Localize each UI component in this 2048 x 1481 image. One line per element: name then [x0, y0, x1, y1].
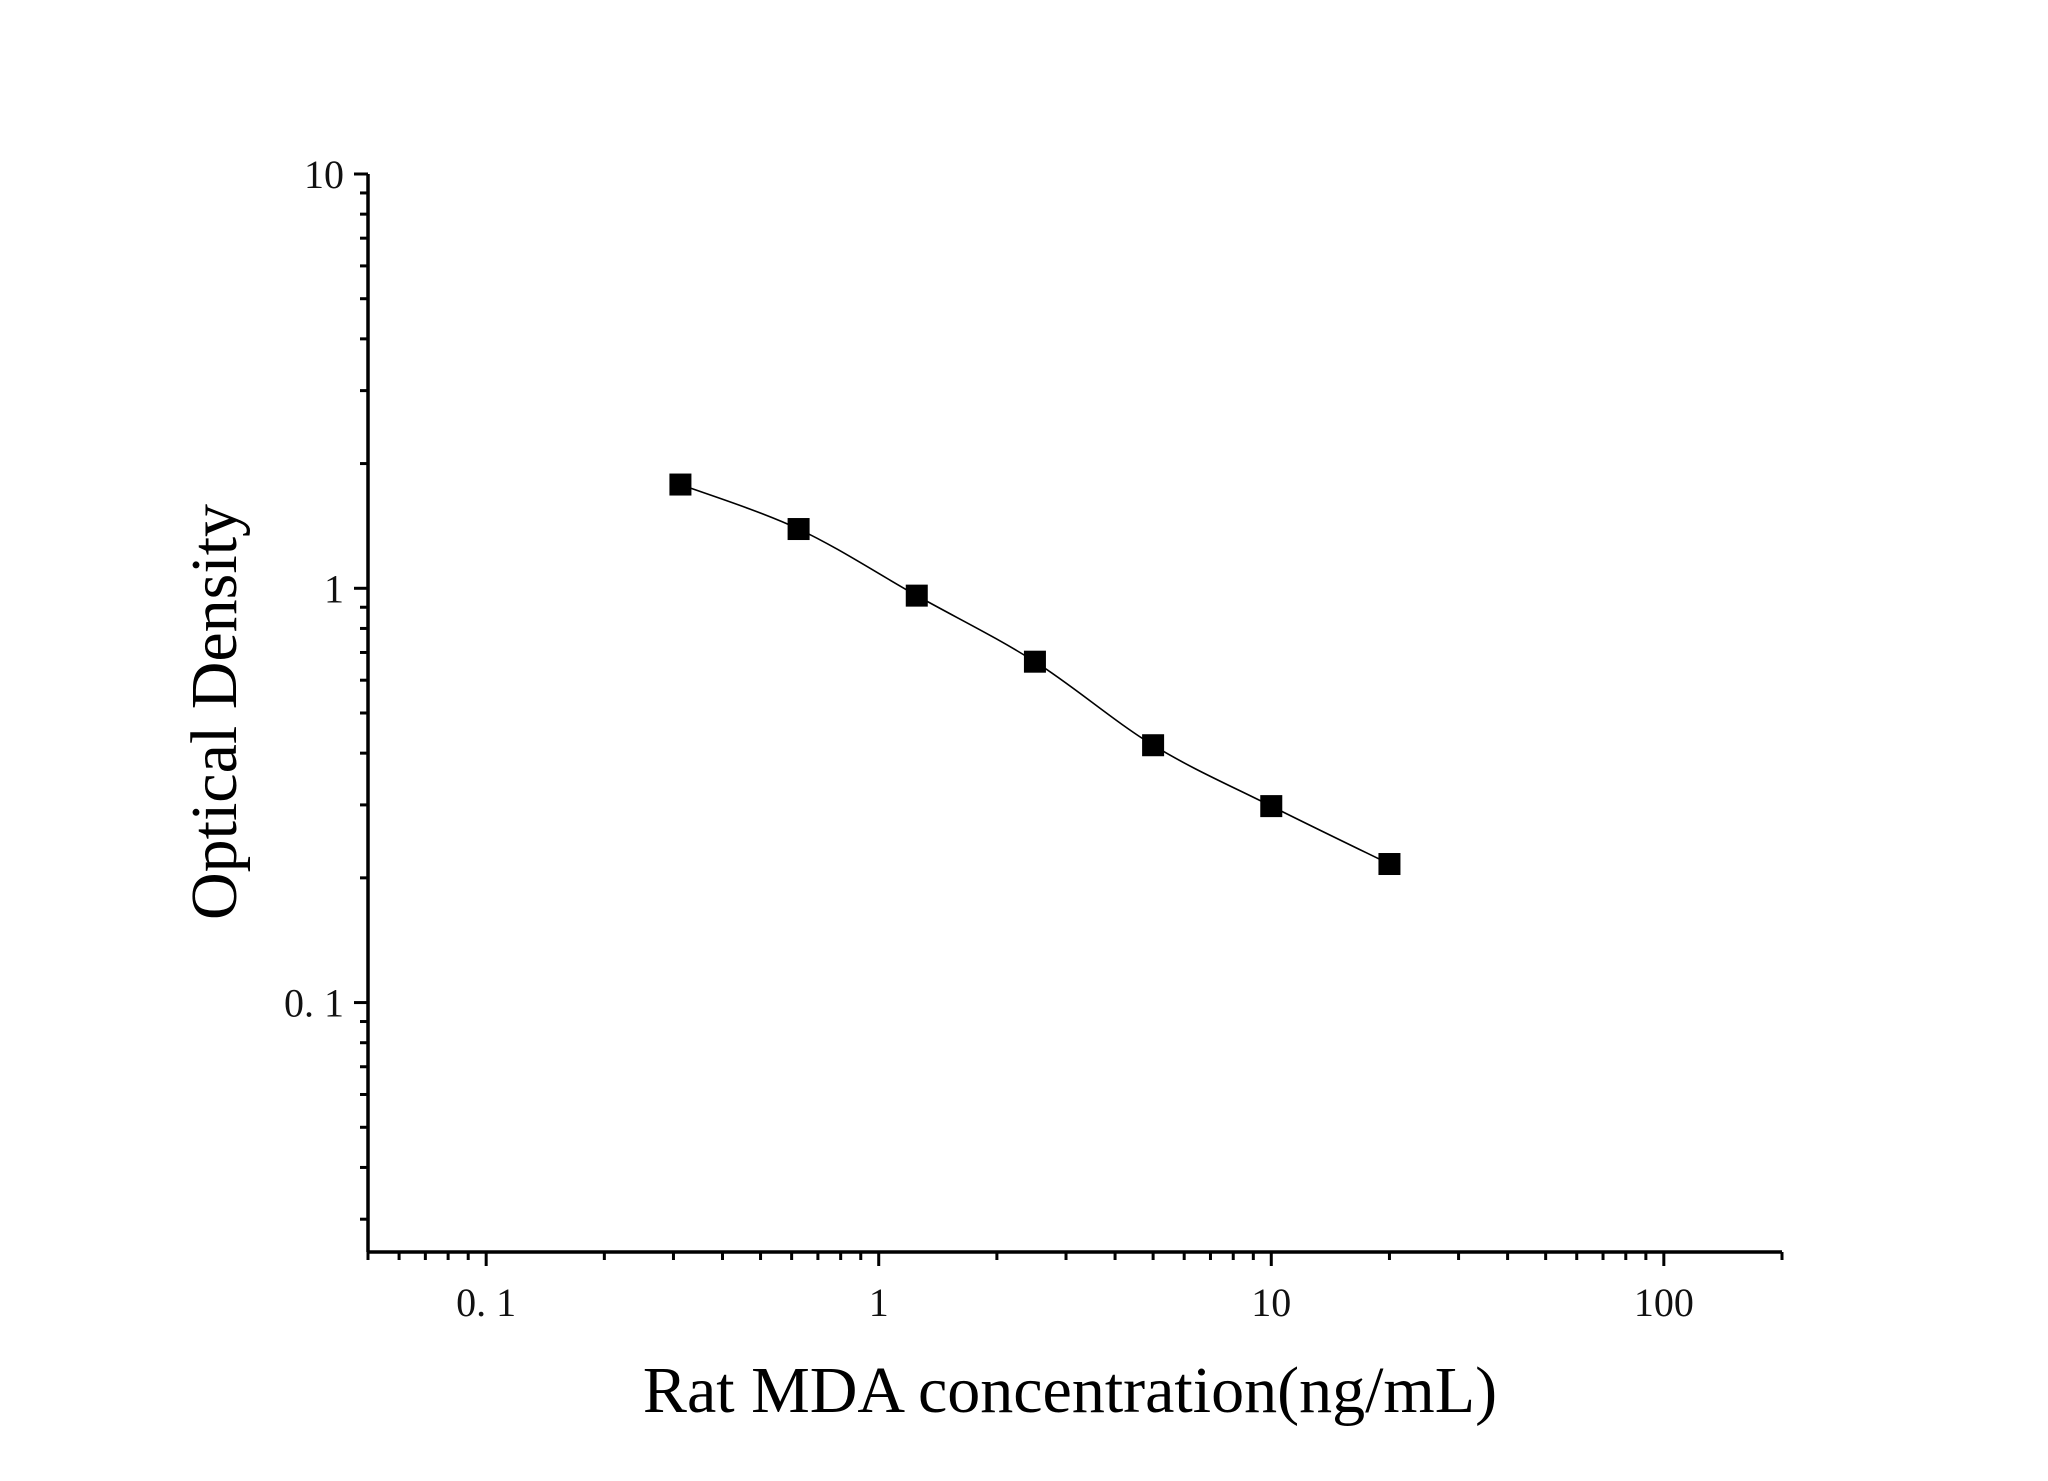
data-point — [1142, 734, 1165, 757]
y-tick-label: 1 — [324, 566, 344, 611]
y-axis-tick-labels: 0. 1 1 10 — [284, 152, 344, 1026]
data-point — [905, 584, 928, 607]
data-point — [1378, 853, 1401, 876]
data-points — [669, 473, 1401, 876]
data-point — [787, 518, 810, 541]
data-point — [1023, 650, 1046, 673]
x-tick-label: 0. 1 — [456, 1280, 516, 1325]
axes — [366, 174, 1782, 1254]
x-tick-label: 10 — [1251, 1280, 1291, 1325]
x-axis-ticks — [366, 1252, 1784, 1266]
x-tick-label: 1 — [869, 1280, 889, 1325]
x-axis-tick-labels: 0. 1 1 10 100 — [456, 1280, 1694, 1325]
data-point — [669, 473, 692, 496]
y-axis-ticks — [354, 172, 368, 1221]
y-axis-title: Optical Density — [178, 504, 251, 920]
fit-curve — [680, 483, 1390, 865]
data-point — [1260, 795, 1283, 818]
y-tick-label: 10 — [304, 152, 344, 197]
x-tick-label: 100 — [1634, 1280, 1694, 1325]
x-axis-title: Rat MDA concentration(ng/mL) — [643, 1354, 1497, 1427]
y-tick-label: 0. 1 — [284, 981, 344, 1026]
